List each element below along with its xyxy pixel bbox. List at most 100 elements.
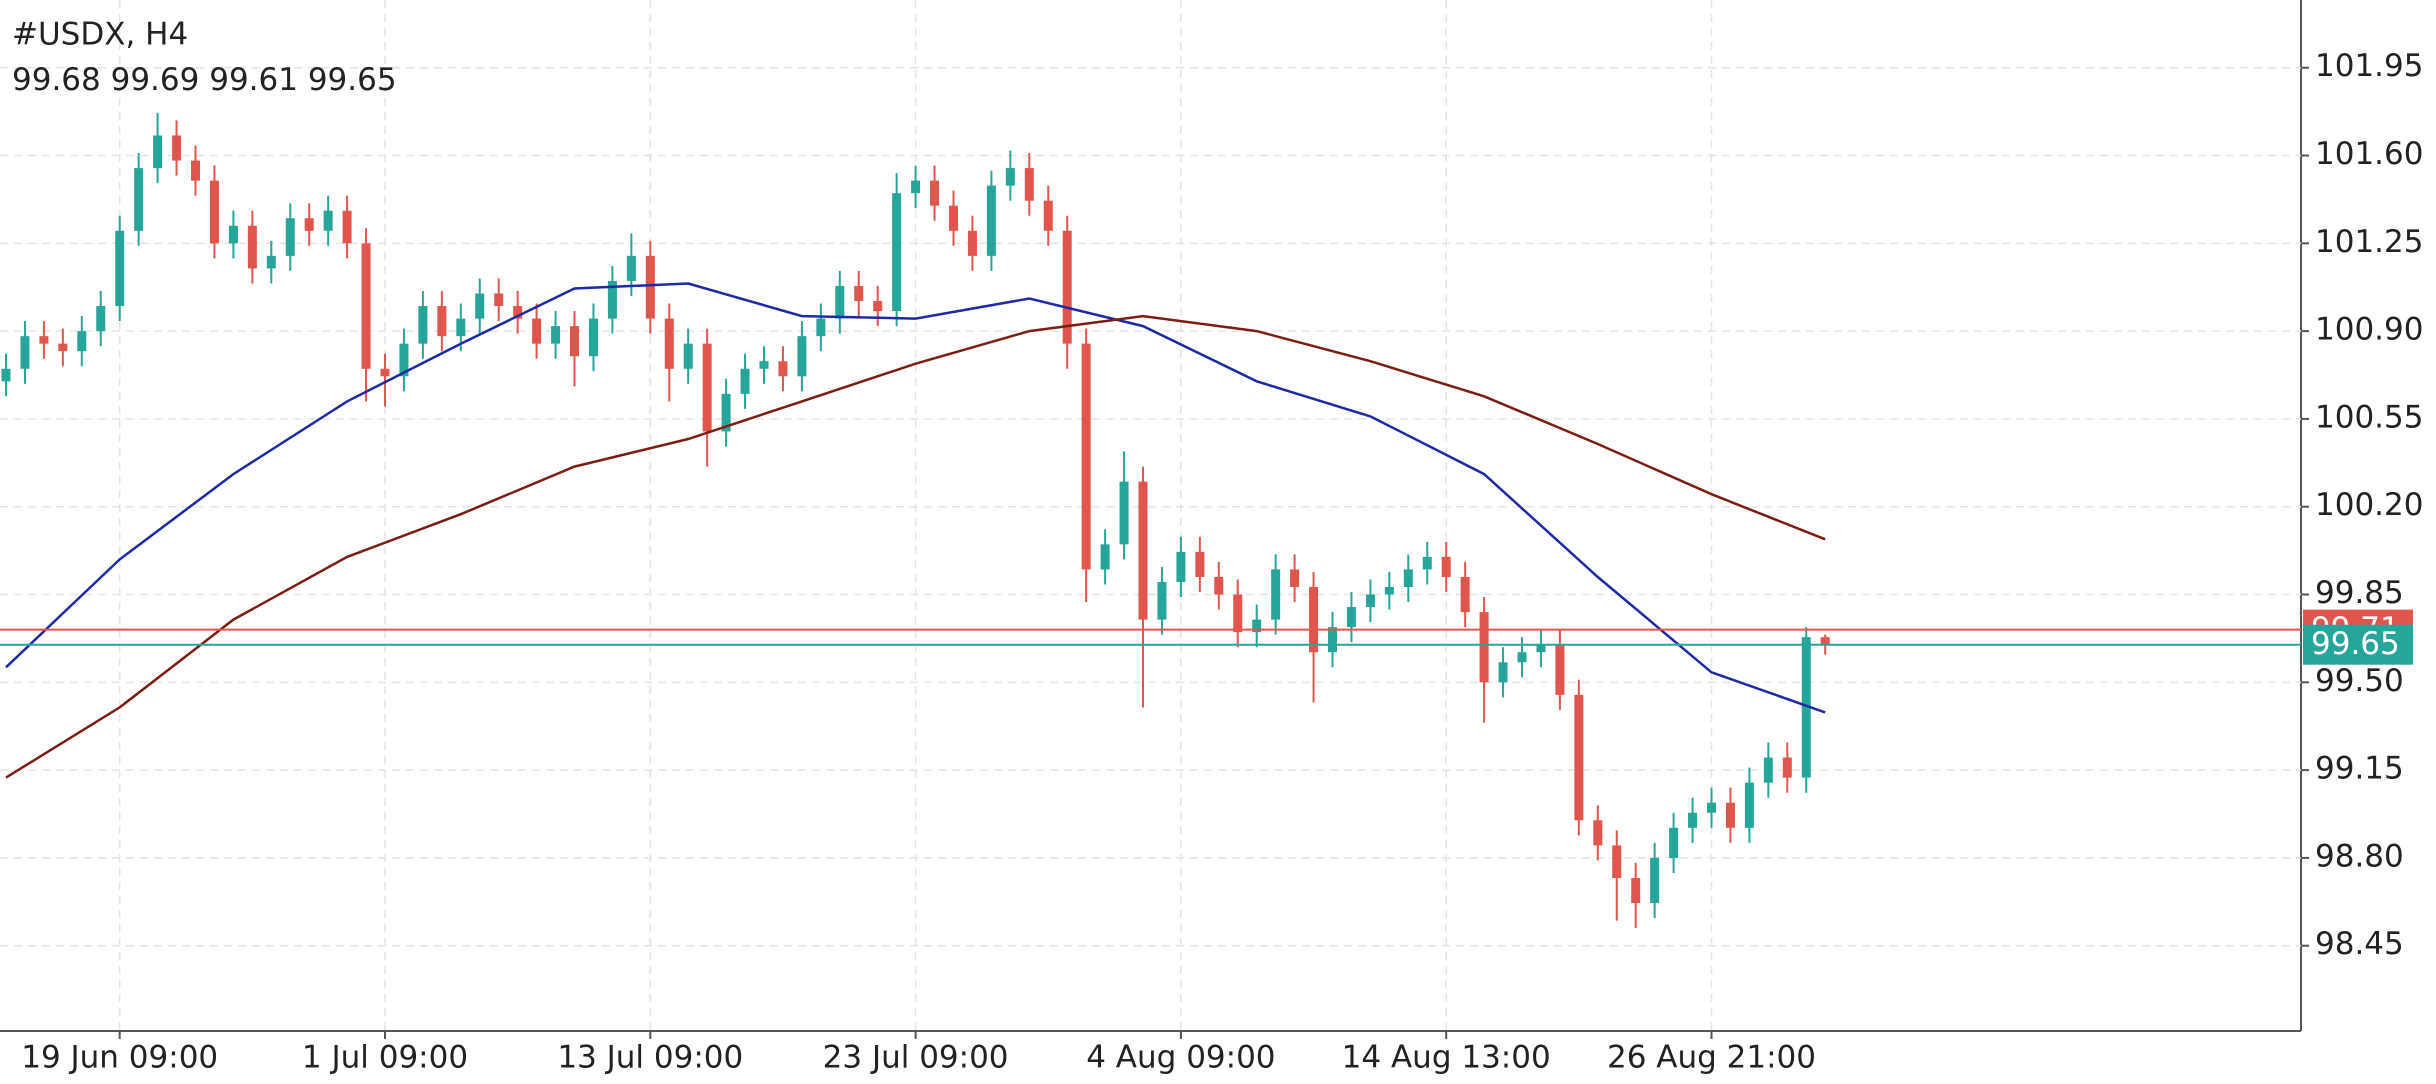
candle-body bbox=[1782, 757, 1792, 778]
y-tick-label: 100.55 bbox=[2315, 399, 2423, 435]
bid-tag-label: 99.65 bbox=[2311, 626, 2400, 662]
candle-body bbox=[1536, 644, 1546, 653]
y-tick-label: 101.95 bbox=[2315, 48, 2423, 84]
candle-body bbox=[1, 368, 11, 382]
candle-body bbox=[361, 243, 371, 369]
candle-body bbox=[304, 218, 314, 231]
candle-body bbox=[702, 343, 712, 432]
candle-body bbox=[1043, 200, 1053, 231]
candle-body bbox=[930, 180, 940, 206]
candle-body bbox=[172, 135, 182, 161]
y-tick-label: 99.85 bbox=[2315, 575, 2404, 611]
candle-body bbox=[626, 255, 636, 281]
candle-body bbox=[1517, 652, 1527, 663]
candle-body bbox=[418, 306, 428, 344]
candle-body bbox=[873, 301, 883, 312]
candle-body bbox=[1403, 569, 1413, 587]
candle-body bbox=[20, 336, 30, 369]
candle-body bbox=[835, 285, 845, 319]
candle-body bbox=[1233, 594, 1243, 633]
candle-body bbox=[1650, 857, 1660, 904]
y-tick-label: 98.45 bbox=[2315, 926, 2404, 962]
candle-body bbox=[570, 326, 579, 357]
candle-body bbox=[551, 326, 561, 344]
close-value: 99.65 bbox=[308, 62, 397, 98]
candle-body bbox=[191, 160, 200, 181]
candle-body bbox=[1346, 607, 1356, 628]
candle-body bbox=[494, 293, 504, 307]
candle-body bbox=[96, 306, 106, 332]
candle-body bbox=[854, 285, 864, 302]
candle-body bbox=[475, 293, 485, 319]
candle-body bbox=[266, 255, 276, 269]
candle-body bbox=[1688, 812, 1698, 828]
x-tick-label: 1 Jul 09:00 bbox=[302, 1040, 468, 1076]
candle-body bbox=[1271, 569, 1281, 620]
candle-body bbox=[1593, 820, 1603, 846]
candle-body bbox=[285, 218, 295, 256]
candle-body bbox=[1062, 230, 1072, 344]
candle-body bbox=[1119, 481, 1129, 545]
candle-body bbox=[1252, 619, 1262, 633]
candle-body bbox=[778, 361, 788, 377]
candle-body bbox=[1365, 594, 1375, 608]
candle-body bbox=[1763, 757, 1773, 783]
candle-body bbox=[1555, 644, 1565, 695]
candle-body bbox=[1309, 586, 1319, 653]
candle-body bbox=[247, 225, 257, 269]
candle-body bbox=[949, 205, 958, 231]
candle-body bbox=[986, 185, 996, 256]
axes: 98.45 98.80 99.15 99.50 99.85 100.20 100.55 100… bbox=[21, 48, 2423, 1075]
candle-body bbox=[607, 280, 617, 319]
candle-body bbox=[1214, 576, 1224, 595]
candle-body bbox=[683, 343, 693, 369]
candle-body bbox=[1328, 627, 1337, 653]
candle-body bbox=[1100, 544, 1110, 570]
candle-body bbox=[759, 361, 769, 369]
y-tick-label: 99.50 bbox=[2315, 663, 2404, 699]
candle-body bbox=[1744, 782, 1754, 828]
candle-body bbox=[797, 336, 807, 377]
candle-body bbox=[342, 210, 352, 244]
candle-body bbox=[58, 343, 68, 352]
high-value: 99.69 bbox=[111, 62, 200, 98]
chart-title: #USDX, H4 bbox=[12, 17, 188, 53]
candle-body bbox=[1290, 569, 1300, 587]
moving-average bbox=[5, 314, 1826, 779]
candle-body bbox=[77, 331, 87, 352]
candle-body bbox=[1024, 168, 1034, 201]
candle-body bbox=[1631, 877, 1641, 904]
x-tick-label: 26 Aug 21:00 bbox=[1607, 1040, 1816, 1076]
candle-body bbox=[437, 306, 447, 337]
y-tick-label: 98.80 bbox=[2315, 838, 2404, 874]
candle-body bbox=[228, 225, 238, 244]
candle-body bbox=[134, 168, 144, 231]
candle-body bbox=[115, 230, 125, 307]
candle-body bbox=[209, 180, 219, 244]
moving-average bbox=[5, 282, 1826, 714]
candle-body bbox=[1574, 694, 1584, 821]
candle-body bbox=[740, 368, 750, 394]
candle-body bbox=[1801, 637, 1811, 778]
candle-body bbox=[1820, 637, 1830, 645]
y-tick-label: 101.25 bbox=[2315, 224, 2423, 260]
candle-body bbox=[1195, 551, 1205, 577]
grid bbox=[0, 0, 2301, 1031]
candle-body bbox=[1612, 845, 1622, 878]
candle-body bbox=[588, 318, 598, 357]
candle-body bbox=[532, 318, 542, 344]
ohlc-readout: 99.68 99.69 99.61 99.65 bbox=[12, 62, 397, 98]
x-tick-label: 4 Aug 09:00 bbox=[1086, 1040, 1275, 1076]
candle-body bbox=[664, 318, 674, 369]
candle-body bbox=[1498, 662, 1508, 683]
candle-body bbox=[1176, 551, 1186, 582]
candle-body bbox=[1422, 556, 1432, 570]
x-tick-label: 14 Aug 13:00 bbox=[1342, 1040, 1551, 1076]
candle-body bbox=[1081, 343, 1091, 570]
x-tick-label: 19 Jun 09:00 bbox=[21, 1040, 218, 1076]
candle-body bbox=[380, 368, 390, 377]
y-tick-label: 99.15 bbox=[2315, 751, 2404, 787]
candle-body bbox=[39, 336, 49, 344]
